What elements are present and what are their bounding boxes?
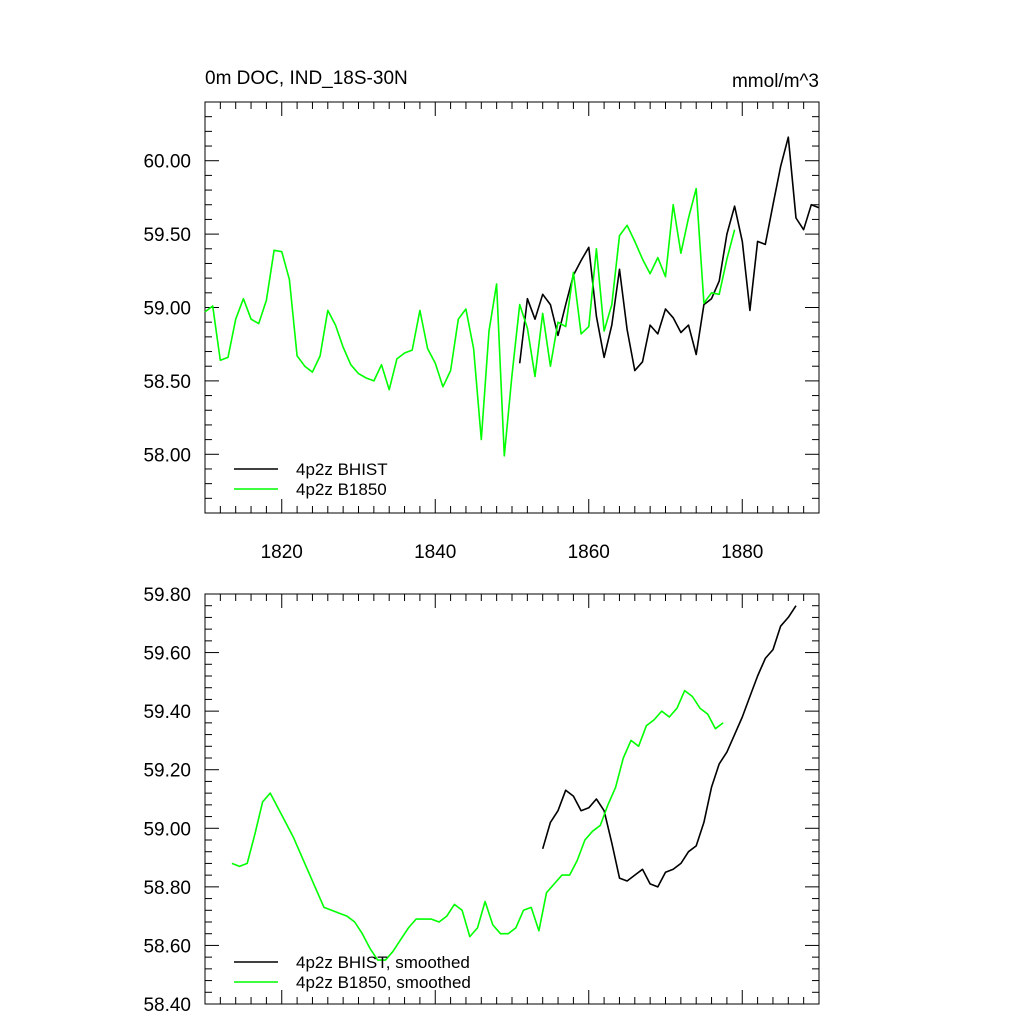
legend-label: 4p2z B1850, smoothed	[296, 973, 471, 992]
chart-title: 0m DOC, IND_18S-30N	[205, 68, 408, 89]
y-tick-label: 59.50	[143, 225, 191, 246]
legend-label: 4p2z B1850	[296, 480, 387, 499]
series-line-b1850	[231, 689, 724, 961]
y-tick-label: 58.80	[143, 878, 191, 899]
x-tick-label: 1880	[721, 542, 763, 563]
y-tick-label: 58.40	[143, 995, 191, 1016]
y-tick-label: 59.20	[143, 761, 191, 782]
y-tick-label: 59.60	[143, 644, 191, 665]
plot-frame	[204, 593, 820, 1005]
y-tick-label: 59.80	[143, 585, 191, 606]
y-tick-label: 59.40	[143, 702, 191, 723]
chart-panel-top: 0m DOC, IND_18S-30N mmol/m^3 1820 1840 186…	[143, 68, 820, 563]
y-tick-label: 59.00	[143, 819, 191, 840]
y-tick-label: 60.00	[143, 152, 191, 173]
series-line-bhist	[541, 605, 797, 888]
y-tick-label: 58.00	[143, 445, 191, 466]
x-tick-label: 1820	[261, 542, 303, 563]
x-tick-label: 1860	[568, 542, 610, 563]
y-tick-label: 59.00	[143, 299, 191, 320]
chart-panel-bottom: 58.40 58.60 58.80 59.00 59.20 59.40 59.60 59.80…	[143, 585, 820, 1016]
series-line-b1850	[204, 187, 736, 457]
plot-frame	[204, 101, 820, 514]
y-tick-label: 58.50	[143, 372, 191, 393]
series-line-bhist	[518, 136, 820, 372]
chart-units: mmol/m^3	[732, 71, 819, 92]
legend-label: 4p2z BHIST, smoothed	[296, 953, 470, 972]
legend-label: 4p2z BHIST	[296, 460, 388, 479]
y-tick-label: 58.60	[143, 936, 191, 957]
x-tick-label: 1840	[414, 542, 456, 563]
